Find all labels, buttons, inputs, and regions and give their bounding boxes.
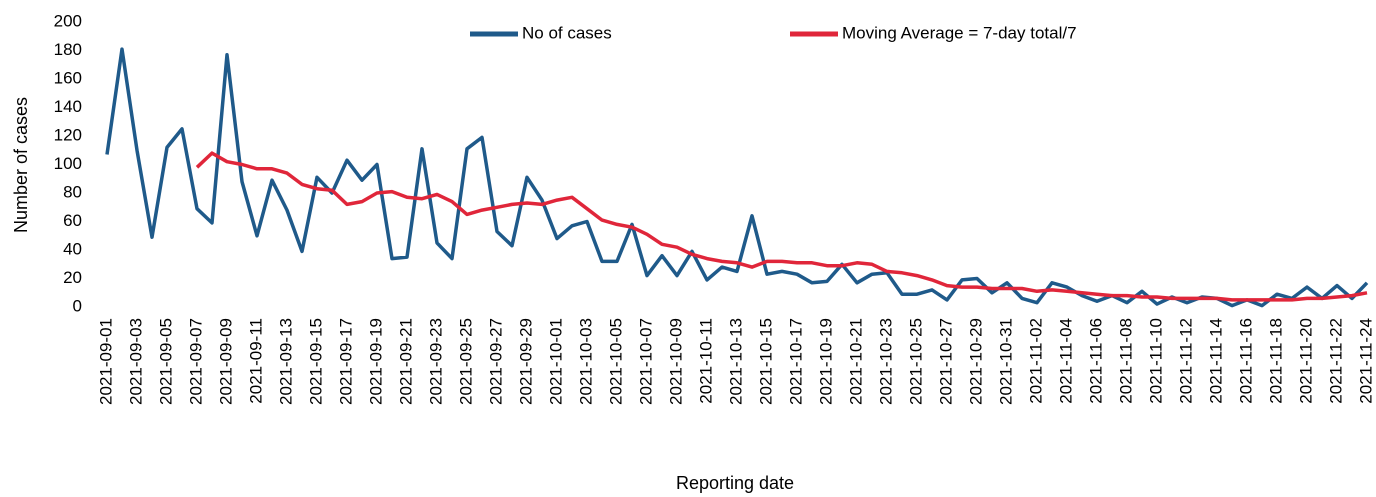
y-tick-label: 0 (73, 296, 82, 315)
x-tick-label: 2021-11-24 (1356, 318, 1375, 404)
y-tick-label: 20 (63, 268, 82, 287)
x-tick-label: 2021-10-21 (846, 318, 865, 405)
x-tick-label: 2021-10-13 (726, 318, 745, 405)
x-tick-label: 2021-10-23 (876, 318, 895, 405)
y-axis-label: Number of cases (11, 97, 31, 233)
x-tick-label: 2021-10-15 (756, 318, 775, 405)
y-tick-label: 100 (54, 154, 82, 173)
x-tick-label: 2021-10-07 (636, 318, 655, 405)
x-tick-label: 2021-10-31 (996, 318, 1015, 405)
x-tick-label: 2021-09-01 (96, 318, 115, 405)
x-tick-label: 2021-11-22 (1326, 318, 1345, 404)
x-tick-label: 2021-09-25 (456, 318, 475, 405)
y-tick-label: 120 (54, 125, 82, 144)
series-line (195, 151, 1368, 302)
x-tick-label: 2021-09-17 (336, 318, 355, 405)
x-tick-label: 2021-09-05 (156, 318, 175, 405)
x-tick-label: 2021-11-02 (1026, 318, 1045, 404)
x-tick-label: 2021-10-05 (606, 318, 625, 405)
y-tick-label: 180 (54, 40, 82, 59)
x-tick-label: 2021-09-13 (276, 318, 295, 405)
y-tick-label: 40 (63, 239, 82, 258)
x-tick-label: 2021-11-08 (1116, 318, 1135, 404)
x-tick-label: 2021-09-27 (486, 318, 505, 405)
series-line (105, 47, 1369, 308)
x-tick-label: 2021-09-11 (246, 318, 265, 404)
x-tick-label: 2021-11-20 (1296, 318, 1315, 404)
x-tick-label: 2021-10-17 (786, 318, 805, 405)
x-tick-label: 2021-09-09 (216, 318, 235, 405)
x-tick-label: 2021-10-27 (936, 318, 955, 405)
x-tick-label: 2021-09-03 (126, 318, 145, 405)
x-tick-label: 2021-10-19 (816, 318, 835, 405)
x-tick-label: 2021-09-29 (516, 318, 535, 405)
x-tick-label: 2021-11-10 (1146, 318, 1165, 404)
x-tick-label: 2021-11-06 (1086, 318, 1105, 404)
legend-label: No of cases (522, 23, 612, 42)
x-tick-label: 2021-10-25 (906, 318, 925, 405)
x-tick-label: 2021-09-23 (426, 318, 445, 405)
x-tick-label: 2021-09-15 (306, 318, 325, 405)
legend-label: Moving Average = 7-day total/7 (842, 23, 1077, 42)
x-tick-label: 2021-11-16 (1236, 318, 1255, 404)
x-axis-label: Reporting date (676, 473, 794, 493)
x-tick-label: 2021-10-01 (546, 318, 565, 405)
y-tick-label: 60 (63, 211, 82, 230)
x-tick-label: 2021-10-11 (696, 318, 715, 404)
y-tick-label: 140 (54, 97, 82, 116)
x-tick-label: 2021-11-18 (1266, 318, 1285, 404)
x-tick-label: 2021-10-29 (966, 318, 985, 405)
x-tick-label: 2021-10-03 (576, 318, 595, 405)
x-tick-label: 2021-11-14 (1206, 318, 1225, 404)
y-tick-label: 80 (63, 182, 82, 201)
x-tick-label: 2021-09-19 (366, 318, 385, 405)
x-tick-label: 2021-10-09 (666, 318, 685, 405)
y-tick-label: 160 (54, 68, 82, 87)
y-tick-label: 200 (54, 11, 82, 30)
x-tick-label: 2021-11-04 (1056, 318, 1075, 404)
x-tick-label: 2021-09-21 (396, 318, 415, 405)
x-tick-label: 2021-09-07 (186, 318, 205, 405)
x-tick-label: 2021-11-12 (1176, 318, 1195, 404)
